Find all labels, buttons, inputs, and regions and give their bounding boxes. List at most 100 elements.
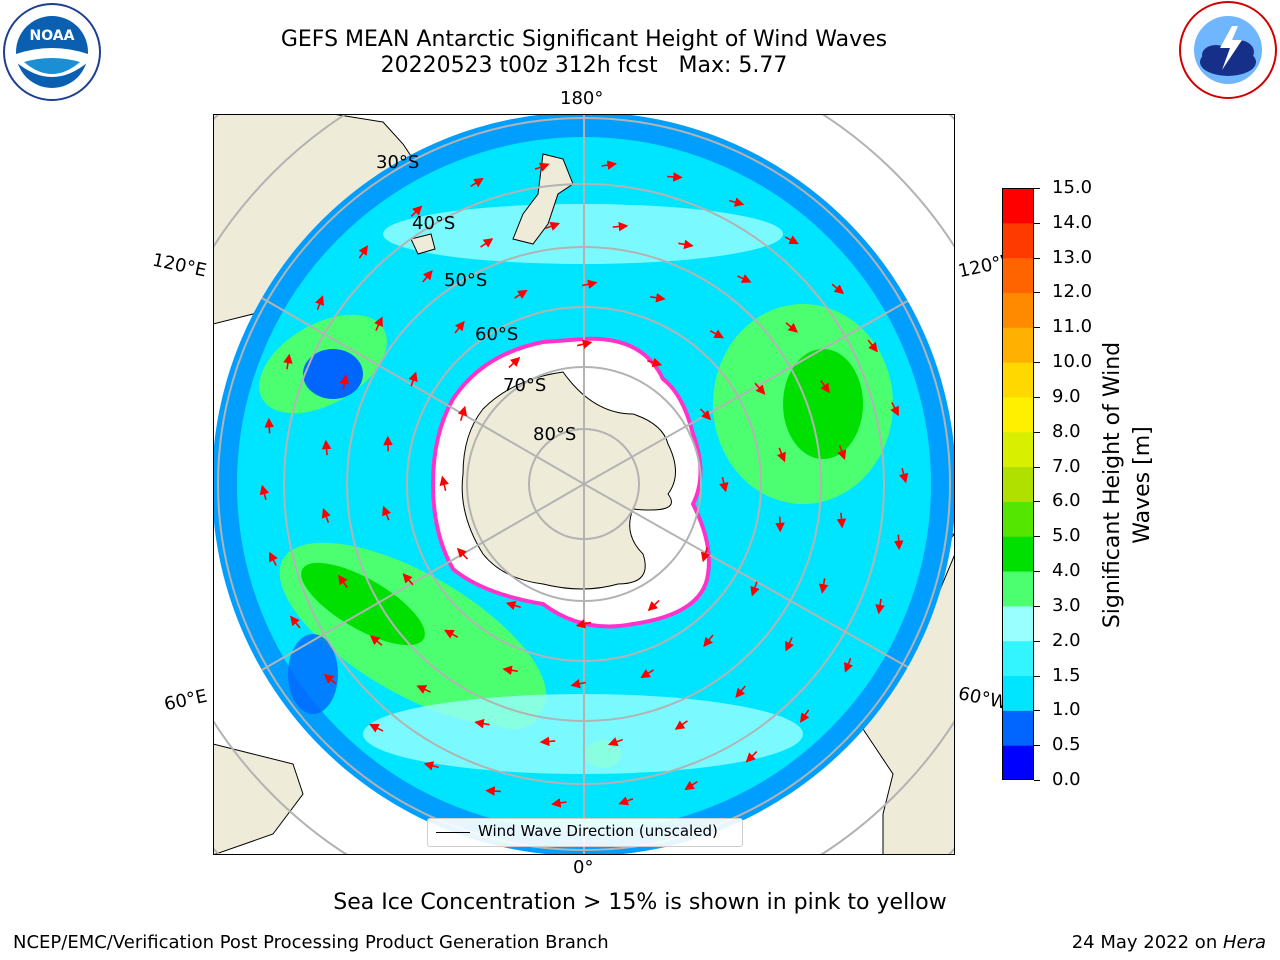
wind-wave-arrow — [315, 295, 325, 311]
colorbar-segment — [1002, 571, 1034, 607]
colorbar-segment — [1002, 675, 1034, 711]
colorbar-tick-label: 0.5 — [1052, 734, 1081, 756]
wind-wave-arrow — [684, 780, 698, 791]
colorbar-tick-label: 4.0 — [1052, 560, 1081, 582]
colorbar-tick-label: 13.0 — [1052, 246, 1093, 268]
wind-wave-arrows — [259, 160, 909, 808]
wind-wave-arrow — [890, 402, 899, 417]
wind-wave-arrow — [508, 356, 521, 369]
wind-wave-arrow — [505, 600, 521, 611]
sea-ice-note: Sea Ice Concentration > 15% is shown in … — [333, 890, 947, 915]
colorbar-label: Significant Height of Wind Waves [m] — [1098, 325, 1158, 645]
wind-wave-arrow — [674, 720, 688, 730]
wind-wave-arrow — [402, 573, 414, 586]
wind-wave-arrow — [444, 629, 459, 639]
lat-label-50s: 50°S — [444, 270, 488, 291]
wind-wave-arrow — [843, 657, 853, 673]
wind-wave-arrow — [836, 512, 847, 529]
wind-wave-arrow — [534, 162, 550, 172]
wind-wave-arrow — [502, 665, 518, 676]
footer-host: Hera — [1222, 932, 1266, 953]
wind-wave-arrow — [480, 238, 494, 248]
wave-patch-bright-green-2 — [783, 349, 863, 459]
wind-wave-arrow — [776, 447, 786, 463]
polar-map — [213, 114, 955, 855]
colorbar-tick-mark — [1034, 501, 1040, 503]
wind-wave-arrow — [439, 475, 449, 491]
graticule — [213, 114, 955, 855]
wind-wave-arrow — [607, 737, 623, 747]
colorbar-tick-label: 5.0 — [1052, 525, 1081, 547]
lat-label-30s: 30°S — [376, 152, 420, 173]
wind-wave-arrow — [601, 160, 617, 170]
colorbar-tick-mark — [1034, 710, 1040, 712]
legend-label: Wind Wave Direction (unscaled) — [478, 822, 718, 840]
noaa-logo-text: NOAA — [30, 28, 75, 44]
colorbar-tick-label: 10.0 — [1052, 351, 1093, 373]
lon-label-120e: 120°E — [150, 249, 209, 282]
colorbar-tick-mark — [1034, 536, 1040, 538]
wind-wave-arrow — [867, 339, 878, 353]
wind-wave-arrow — [898, 467, 909, 484]
colorbar-segment — [1002, 710, 1034, 746]
colorbar-tick-mark — [1034, 745, 1040, 747]
colorbar-tick-mark — [1034, 188, 1040, 189]
wave-patch-blue-2 — [288, 634, 338, 714]
wind-wave-arrow — [667, 172, 683, 182]
wind-wave-arrow — [570, 679, 586, 689]
wind-wave-arrow — [369, 723, 384, 733]
colorbar-tick-label: 12.0 — [1052, 281, 1093, 303]
colorbar-tick-mark — [1034, 571, 1040, 573]
wind-wave-arrow — [321, 507, 331, 523]
wind-wave-arrow — [750, 581, 760, 597]
wind-wave-arrow — [875, 598, 885, 615]
land-africa — [213, 743, 304, 855]
colorbar-tick-mark — [1034, 222, 1040, 224]
wind-wave-arrow — [264, 417, 275, 434]
lat-label-80s: 80°S — [533, 424, 577, 445]
colorbar-tick-label: 2.0 — [1052, 629, 1081, 651]
colorbar-tick-label: 1.5 — [1052, 664, 1081, 686]
wind-wave-arrow — [323, 673, 337, 685]
wind-wave-arrow — [416, 685, 431, 694]
wind-wave-arrow — [700, 547, 711, 563]
wind-wave-arrow — [369, 635, 383, 646]
colorbar-segment — [1002, 362, 1034, 398]
wind-wave-arrow — [640, 669, 654, 679]
wind-wave-arrow — [650, 292, 666, 303]
colorbar-tick-mark — [1034, 396, 1040, 398]
wind-wave-arrow — [582, 279, 598, 289]
land-new-zealand — [512, 153, 574, 245]
colorbar-tick-label: 6.0 — [1052, 490, 1081, 512]
colorbar-segment — [1002, 396, 1034, 433]
wind-wave-arrow — [539, 736, 556, 747]
colorbar-tick-label: 11.0 — [1052, 316, 1093, 338]
colorbar-tick-mark — [1034, 292, 1040, 294]
wind-wave-arrow — [545, 221, 561, 231]
colorbar-tick-mark — [1034, 605, 1040, 607]
land-tasmania — [410, 233, 436, 255]
wind-wave-arrow — [321, 439, 332, 456]
wind-wave-arrow — [410, 205, 423, 218]
colorbar-segment — [1002, 745, 1034, 780]
colorbar-tick-mark — [1034, 780, 1040, 781]
wind-wave-arrow — [729, 197, 745, 207]
wind-wave-arrow — [737, 274, 752, 283]
lon-label-60e: 60°E — [162, 685, 209, 716]
wind-wave-arrow — [745, 750, 758, 763]
colorbar-tick-label: 14.0 — [1052, 211, 1093, 233]
colorbar-segment — [1002, 501, 1034, 537]
wind-wave-arrow — [699, 408, 712, 421]
wind-wave-arrow — [456, 547, 469, 560]
colorbar-segment — [1002, 431, 1034, 468]
lat-label-60s: 60°S — [475, 324, 519, 345]
footer-date-text: 24 May 2022 on — [1071, 932, 1223, 953]
wind-wave-arrow — [703, 634, 714, 648]
colorbar-tick-label: 8.0 — [1052, 420, 1081, 442]
wind-wave-arrow — [818, 578, 829, 594]
colorbar-tick-mark — [1034, 362, 1040, 364]
wind-wave-arrow — [551, 798, 567, 808]
colorbar-segment — [1002, 466, 1034, 502]
wind-wave-arrow — [719, 477, 729, 493]
chart-subtitle: 20220523 t00z 312h fcst Max: 5.77 — [380, 53, 788, 78]
